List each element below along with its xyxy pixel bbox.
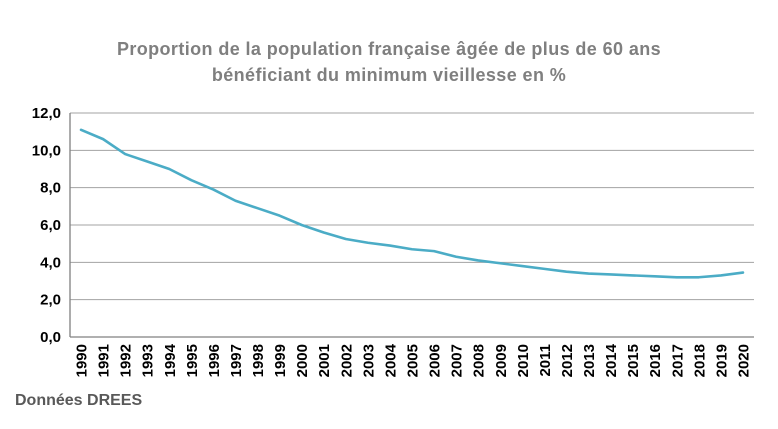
x-tick-label: 2004 <box>382 343 399 377</box>
x-tick-label: 2007 <box>449 344 466 377</box>
source-label: Données DREES <box>15 392 143 409</box>
x-tick-label: 1997 <box>228 344 245 377</box>
x-tick-label: 2001 <box>316 344 333 377</box>
x-tick-label: 2010 <box>515 344 532 377</box>
x-tick-label: 2000 <box>294 344 311 377</box>
y-tick-label: 10,0 <box>32 142 61 159</box>
x-tick-label: 2011 <box>537 344 554 377</box>
data-line-series <box>79 128 745 279</box>
y-tick-label: 12,0 <box>32 105 61 122</box>
x-tick-label: 2013 <box>581 344 598 377</box>
x-tick-label: 1993 <box>140 344 157 377</box>
x-tick-label: 2018 <box>691 344 708 377</box>
x-tick-label: 2015 <box>625 344 642 377</box>
x-tick-label: 1998 <box>250 344 267 377</box>
x-tick-label: 2002 <box>338 344 355 377</box>
x-tick-label: 2014 <box>603 343 620 377</box>
x-tick-label: 1999 <box>272 344 289 377</box>
x-tick-label: 2009 <box>493 344 510 377</box>
x-tick-label: 2019 <box>713 344 730 377</box>
x-tick-label: 1992 <box>118 344 135 377</box>
x-tick-label: 1994 <box>162 343 179 377</box>
chart-title-line2: bénéficiant du minimum vieillesse en % <box>211 65 567 85</box>
x-tick-label: 2017 <box>669 344 686 377</box>
chart-title: Proportion de la population française âg… <box>0 36 778 88</box>
x-tick-label: 2003 <box>360 344 377 377</box>
y-tick-label: 8,0 <box>40 180 61 197</box>
x-tick-label: 2008 <box>471 344 488 377</box>
x-tick-label: 2006 <box>427 344 444 377</box>
x-tick-label: 2005 <box>405 344 422 377</box>
x-tick-label: 1995 <box>184 344 201 377</box>
x-tick-label: 2020 <box>735 344 752 377</box>
x-tick-label: 2012 <box>559 344 576 377</box>
x-tick-label: 1996 <box>206 344 223 377</box>
y-tick-label: 6,0 <box>40 217 61 234</box>
y-tick-label: 0,0 <box>40 329 61 346</box>
y-tick-label: 2,0 <box>40 292 61 309</box>
y-tick-label: 4,0 <box>40 254 61 271</box>
x-tick-label: 1991 <box>96 344 113 377</box>
chart-title-line1: Proportion de la population française âg… <box>116 39 662 59</box>
x-tick-label: 2016 <box>647 344 664 377</box>
x-tick-label: 1990 <box>74 344 91 377</box>
